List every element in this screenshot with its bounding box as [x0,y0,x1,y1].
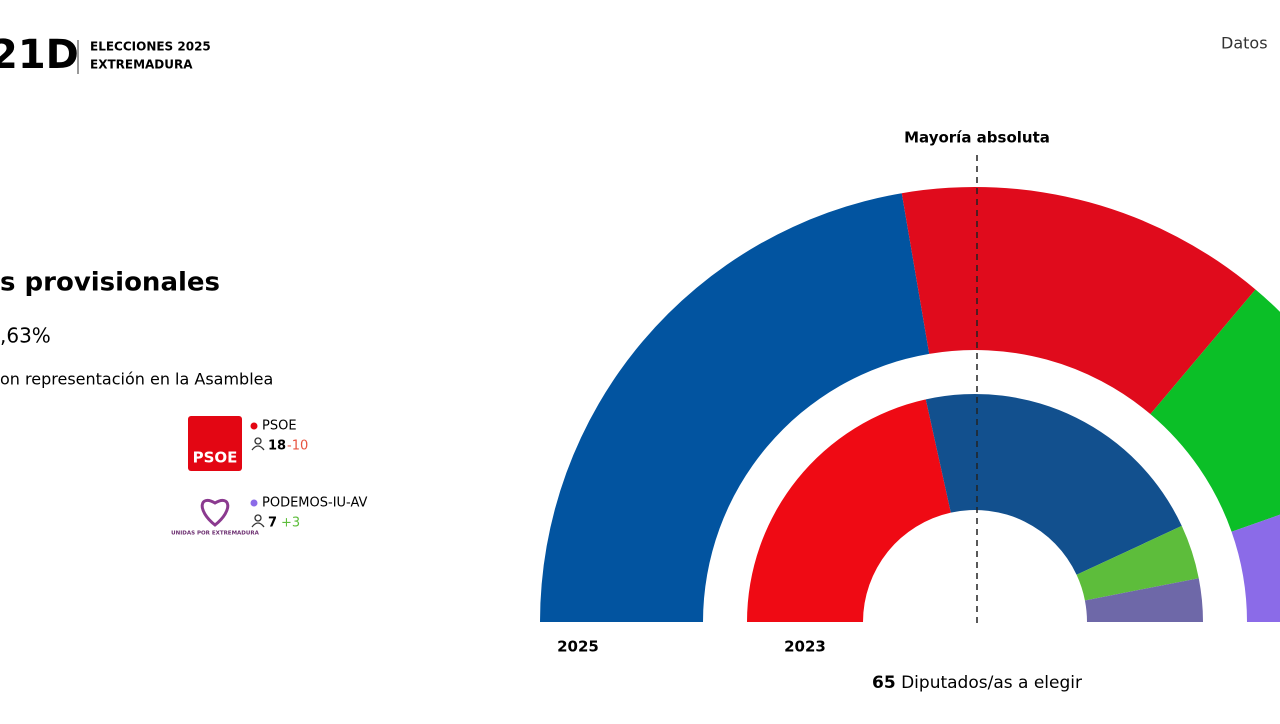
legend-change: +3 [281,516,300,531]
section-title: s provisionales [0,268,220,298]
party-logo [200,499,230,527]
header-line: EXTREMADURA [90,58,193,72]
person-icon [251,437,265,451]
total-seats: 65 Diputados/as a elegir [872,673,1082,693]
legend-item: UNIDAS POR EXTREMADURA PODEMOS-IU-AV 7 +… [171,496,367,537]
seat-segment [1076,525,1199,601]
turnout: ,63% [0,324,51,348]
total-label: Diputados/as a elegir [901,673,1082,693]
seat-segment [540,193,930,622]
seat-segment [1084,578,1203,622]
party-logo-text: PSOE [193,449,238,467]
party-logo-text: UNIDAS POR EXTREMADURA [171,531,259,537]
legend-dot [250,422,258,430]
annotation: Mayoría absoluta [904,129,1050,147]
party-logo [188,416,242,471]
legend-item: PSOE PSOE 18 -10 [188,416,308,471]
ring-label: 2023 [784,638,826,656]
total-value: 65 [872,673,896,693]
legend-name: PSOE [262,419,297,434]
logo: 21D [0,32,79,78]
legend-seats: 7 [268,516,277,531]
seat-segment [1231,514,1280,622]
legend-name: PODEMOS-IU-AV [262,496,368,511]
seat-segment [925,394,1182,575]
legend-change: -10 [287,439,308,454]
header-line: ELECCIONES 2025 [90,40,211,54]
hemicycle [540,187,1280,622]
seat-segment [747,399,951,622]
legend-seats: 18 [268,439,286,454]
nav-link[interactable]: Datos [1221,34,1268,53]
subtitle: on representación en la Asamblea [0,370,273,389]
ring-label: 2025 [557,638,599,656]
seat-segment [1150,289,1280,532]
seat-segment [901,187,1256,415]
person-icon [251,514,265,528]
legend-dot [250,499,258,507]
